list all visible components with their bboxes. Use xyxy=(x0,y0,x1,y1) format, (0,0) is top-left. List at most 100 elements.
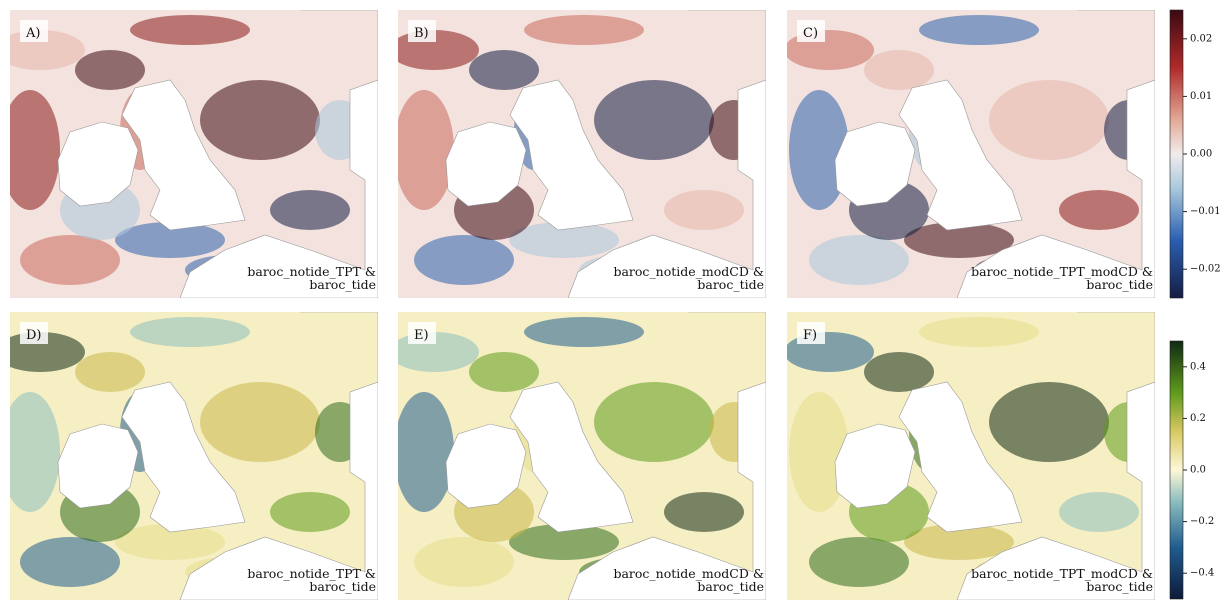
colorbar-tick-label: 0.0 xyxy=(1190,465,1206,476)
panel-caption: baroc_tide xyxy=(697,579,764,594)
field-blob xyxy=(989,382,1109,462)
field-blob xyxy=(919,317,1039,347)
colorbar-ramp xyxy=(1169,9,1184,299)
panel-label: B) xyxy=(414,26,429,41)
land-ireland xyxy=(57,121,139,207)
panel-caption: baroc_notide_modCD & xyxy=(613,566,764,581)
colorbar: 0.02 0.01 0.00 −0.01 −0.02 xyxy=(1169,9,1221,299)
land-britain xyxy=(509,381,634,533)
land-ireland xyxy=(834,423,916,509)
field-blob xyxy=(1059,492,1139,532)
panel-caption: baroc_notide_TPT_modCD & xyxy=(971,566,1153,581)
map-panel: F) baroc_notide_TPT_modCD &baroc_tide xyxy=(787,312,1155,600)
land-britain xyxy=(509,79,634,231)
panel-label: D) xyxy=(26,328,42,343)
colorbar-tick-label: 0.01 xyxy=(1190,91,1212,102)
colorbar-ramp xyxy=(1169,340,1184,600)
panel-caption: baroc_notide_TPT & xyxy=(247,264,376,279)
panel-label: A) xyxy=(25,26,40,41)
field xyxy=(10,312,378,600)
field-blob xyxy=(414,235,514,285)
panel-caption: baroc_notide_TPT_modCD & xyxy=(971,264,1153,279)
field-blob xyxy=(594,80,714,160)
field xyxy=(398,312,766,600)
map-panel: B) baroc_notide_modCD &baroc_tide xyxy=(398,10,766,298)
label-box xyxy=(408,322,436,344)
land-ireland xyxy=(834,121,916,207)
label-box xyxy=(408,20,436,42)
field-blob xyxy=(75,352,145,392)
colorbar: 0.4 0.2 0.0 −0.2 −0.4 xyxy=(1169,340,1214,600)
field-blob xyxy=(594,382,714,462)
panel-caption: baroc_tide xyxy=(309,579,376,594)
panel-caption: baroc_tide xyxy=(697,277,764,292)
land-continent xyxy=(567,312,766,600)
panel-label: F) xyxy=(803,328,817,343)
panel-caption: baroc_tide xyxy=(1086,579,1153,594)
land-continent xyxy=(567,10,766,298)
field-blob xyxy=(115,222,225,258)
panel-label: E) xyxy=(414,328,429,343)
label-box xyxy=(797,20,825,42)
label-box xyxy=(20,322,48,344)
field-blob xyxy=(864,50,934,90)
field xyxy=(787,312,1155,600)
map-panel: C) baroc_notide_TPT_modCD &baroc_tide xyxy=(787,10,1155,298)
colorbar-tick-label: 0.4 xyxy=(1190,361,1206,372)
field-blob xyxy=(989,80,1109,160)
colorbar-tick-label: 0.2 xyxy=(1190,413,1206,424)
field-blob xyxy=(20,235,120,285)
field-blob xyxy=(904,524,1014,560)
field-blob xyxy=(664,190,744,230)
field-blob xyxy=(10,392,60,512)
field-blob xyxy=(789,90,849,210)
field xyxy=(10,10,378,298)
land-britain xyxy=(898,381,1023,533)
field-blob xyxy=(1059,190,1139,230)
land-ireland xyxy=(445,423,527,509)
land-continent xyxy=(956,10,1155,298)
field-blob xyxy=(75,50,145,90)
colorbar-tick-label: 0.00 xyxy=(1190,149,1212,160)
field-blob xyxy=(509,524,619,560)
field-blob xyxy=(200,382,320,462)
panel-caption: baroc_tide xyxy=(1086,277,1153,292)
field-blob xyxy=(469,50,539,90)
field-blob xyxy=(904,222,1014,258)
field xyxy=(787,10,1155,298)
colorbar-tick-label: 0.02 xyxy=(1190,33,1212,44)
field-blob xyxy=(864,352,934,392)
field-blob xyxy=(414,537,514,587)
field-blob xyxy=(789,392,849,512)
field-blob xyxy=(130,317,250,347)
land-britain xyxy=(898,79,1023,231)
colorbar-tick-label: −0.4 xyxy=(1190,568,1214,579)
field-blob xyxy=(809,537,909,587)
field-blob xyxy=(130,15,250,45)
panel-label: C) xyxy=(803,26,818,41)
colorbar-tick-label: −0.01 xyxy=(1190,206,1221,217)
field-blob xyxy=(270,492,350,532)
panel-caption: baroc_tide xyxy=(309,277,376,292)
field-blob xyxy=(664,492,744,532)
colorbar-tick-label: −0.2 xyxy=(1190,516,1214,527)
field-blob xyxy=(509,222,619,258)
label-box xyxy=(20,20,48,42)
field-blob xyxy=(919,15,1039,45)
field-blob xyxy=(469,352,539,392)
map-panel: E) baroc_notide_modCD &baroc_tide xyxy=(398,312,766,600)
land-ireland xyxy=(57,423,139,509)
field-blob xyxy=(809,235,909,285)
map-panel: A) baroc_notide_TPT &baroc_tide xyxy=(10,10,378,298)
field-blob xyxy=(200,80,320,160)
land-ireland xyxy=(445,121,527,207)
field-blob xyxy=(115,524,225,560)
land-continent xyxy=(956,312,1155,600)
colorbar-tick-label: −0.02 xyxy=(1190,264,1221,275)
field-blob xyxy=(524,15,644,45)
field-blob xyxy=(270,190,350,230)
field-blob xyxy=(20,537,120,587)
land-britain xyxy=(121,381,246,533)
